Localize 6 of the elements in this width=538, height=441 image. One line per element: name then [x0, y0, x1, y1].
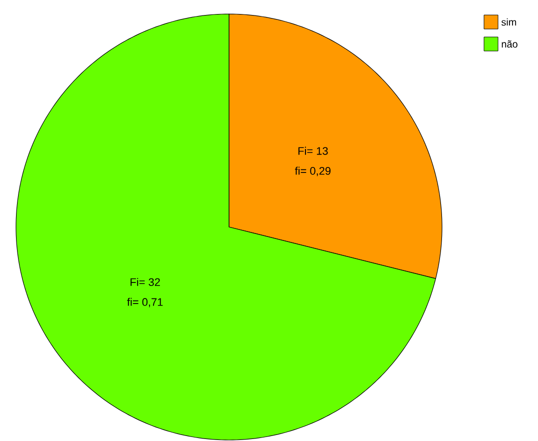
legend-label: sim	[501, 18, 516, 26]
text: fi= 0,29	[294, 166, 331, 176]
data-label: Fi= 13	[298, 146, 328, 155]
legend-label: não	[502, 40, 518, 48]
data-label: Fi= 32	[130, 278, 160, 286]
text: fi= 0,71	[127, 298, 163, 308]
